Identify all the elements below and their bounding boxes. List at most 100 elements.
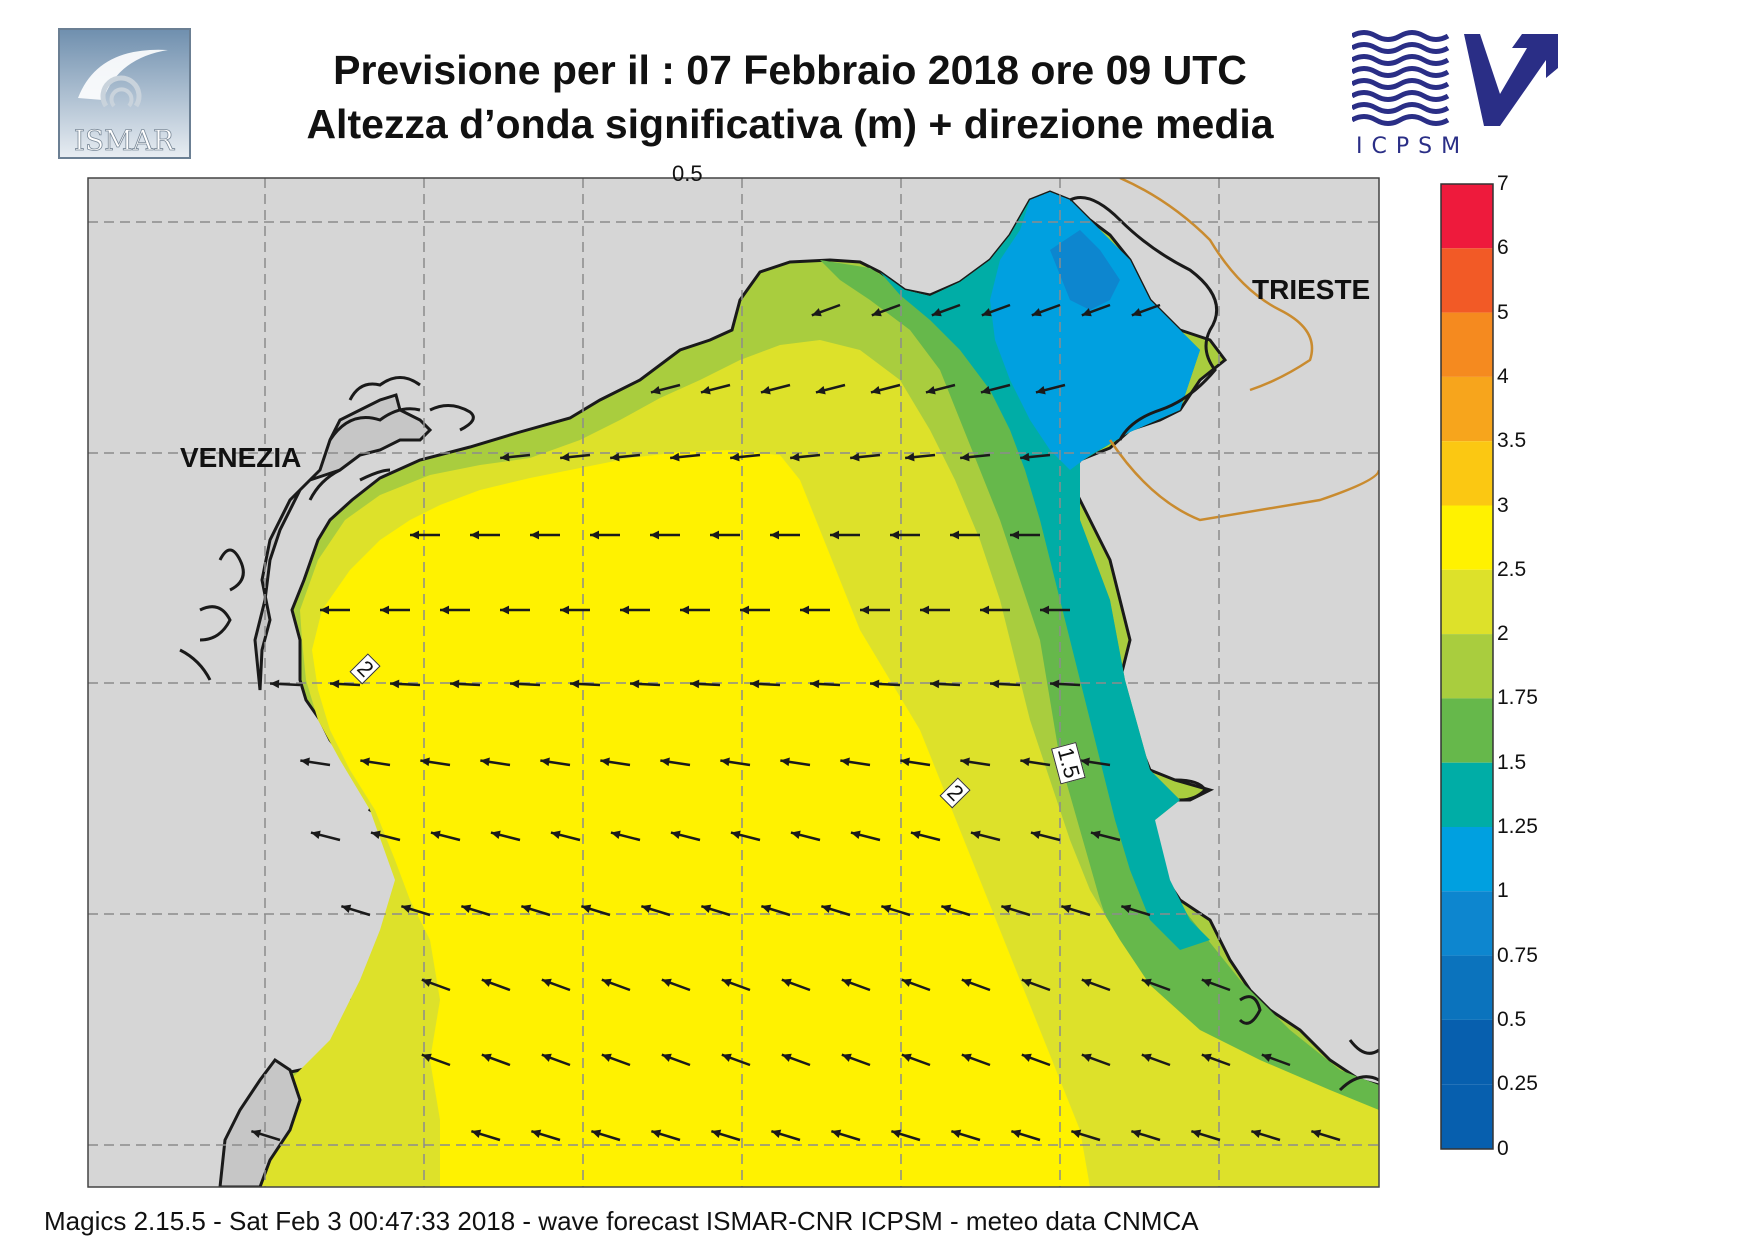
wave-arrow-head (960, 452, 970, 462)
wave-arrow-head (1050, 679, 1060, 689)
legend-band (1441, 634, 1493, 699)
wave-arrow-head (891, 1129, 902, 1138)
wave-arrow-head (440, 605, 450, 615)
wave-arrow-head (1090, 830, 1101, 840)
legend-band (1441, 376, 1493, 442)
legend-label: 3 (1497, 493, 1509, 517)
wave-arrow-head (541, 978, 552, 987)
wave-arrow-head (841, 1053, 852, 1062)
wave-arrow-head (790, 452, 800, 462)
wave-arrow-head (650, 530, 660, 540)
wave-arrow-head (930, 679, 940, 689)
wave-arrow-head (780, 757, 790, 767)
wave-arrow-head (841, 978, 852, 987)
label-trieste: TRIESTE (1252, 274, 1371, 305)
legend-band (1441, 184, 1493, 249)
wave-arrow-head (821, 904, 832, 913)
wave-arrow-head (771, 1129, 782, 1138)
wave-arrow-head (450, 679, 460, 689)
wave-arrow-head (541, 1053, 552, 1062)
band-0-75 (1050, 230, 1120, 310)
border-line (1108, 178, 1379, 522)
wave-arrow-head (1080, 757, 1090, 767)
top-edge-label: 0.5 (672, 161, 703, 186)
wave-arrow-head (330, 679, 340, 689)
svg-text:ISMAR: ISMAR (74, 124, 175, 157)
wave-arrow-head (320, 605, 330, 615)
band-2-5 (312, 450, 1090, 1187)
legend-label: 5 (1497, 300, 1509, 324)
legend-frame (1440, 183, 1494, 1150)
wave-arrow-head (1121, 904, 1132, 913)
wave-arrow-head (360, 757, 370, 767)
legend-band (1441, 891, 1493, 956)
wave-arrow-head (410, 530, 420, 540)
wave-arrow-head (721, 978, 732, 987)
wave-arrow-head (570, 679, 580, 689)
wave-arrow-head (660, 757, 670, 767)
sw-coast (218, 1057, 302, 1187)
wave-arrow-head (890, 530, 900, 540)
wave-arrow-head (811, 308, 822, 317)
wave-arrow-head (500, 605, 510, 615)
wave-arrow-head (850, 830, 861, 840)
wave-arrow-head (1021, 978, 1032, 987)
legend-label: 1.5 (1497, 750, 1527, 774)
wave-arrow-head (1021, 1053, 1032, 1062)
legend-band (1441, 955, 1493, 1020)
wave-arrow-head (620, 605, 630, 615)
wave-arrow-head (1141, 978, 1152, 987)
wave-arrow-head (1071, 1129, 1082, 1138)
wave-arrow-head (1081, 308, 1092, 317)
wave-arrow-head (951, 1129, 962, 1138)
label-venezia: VENEZIA (180, 442, 302, 473)
wave-arrow-head (581, 904, 592, 913)
wave-arrow-head (420, 757, 430, 767)
wave-arrow-head (470, 530, 480, 540)
wave-arrow-head (710, 530, 720, 540)
wave-arrow-head (1061, 904, 1072, 913)
venice-lagoon (253, 393, 433, 691)
wave-arrow-head (711, 1129, 722, 1138)
wave-arrow-head (781, 978, 792, 987)
legend-band (1441, 248, 1493, 313)
legend-label: 6 (1497, 236, 1509, 260)
graticule (88, 178, 1379, 1187)
wave-arrow-head (1010, 530, 1020, 540)
legend-band (1441, 698, 1493, 763)
legend-label: 1.25 (1497, 815, 1538, 838)
legend-label: 1 (1497, 879, 1509, 903)
wave-arrow-head (800, 605, 810, 615)
wave-arrow-head (831, 1129, 842, 1138)
wave-arrow-head (670, 452, 680, 462)
wave-arrow-head (970, 830, 981, 840)
wave-arrow-head (650, 385, 661, 395)
wave-arrow-head (1020, 452, 1030, 462)
wave-arrow-head (461, 904, 472, 913)
venice-islands (179, 376, 475, 681)
wave-arrow-head (1035, 385, 1046, 395)
footer-credits: Magics 2.15.5 - Sat Feb 3 00:47:33 2018 … (44, 1206, 1199, 1236)
wave-arrow-head (1131, 308, 1142, 317)
wave-arrow-head (310, 830, 321, 840)
wave-arrow-head (980, 605, 990, 615)
wave-arrow-head (701, 904, 712, 913)
wave-arrow-head (730, 830, 741, 840)
wave-arrow-head (990, 679, 1000, 689)
wave-arrow-head (1020, 757, 1030, 767)
legend-label: 7 (1497, 172, 1509, 195)
legend-band (1441, 1084, 1493, 1149)
wave-arrow-head (690, 679, 700, 689)
wave-arrow-head (560, 605, 570, 615)
wave-arrow-head (920, 605, 930, 615)
wave-arrow-head (790, 830, 801, 840)
wave-arrow-head (521, 904, 532, 913)
wave-arrow-head (661, 1053, 672, 1062)
legend-label: 0.75 (1497, 943, 1538, 967)
wave-arrow-head (760, 385, 771, 395)
wave-arrow-head (721, 1053, 732, 1062)
legend-label: 0.5 (1497, 1007, 1527, 1031)
trieste-coast (1069, 196, 1219, 441)
